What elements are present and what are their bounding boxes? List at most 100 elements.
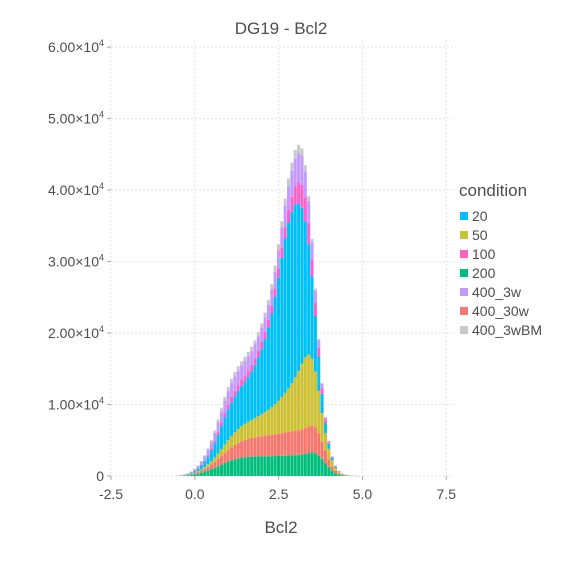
bar-100-21 <box>247 370 250 376</box>
bar-20-31 <box>280 258 283 397</box>
bar-400_3w-3 <box>186 473 189 474</box>
bar-200-40 <box>311 452 314 476</box>
bar-50-10 <box>210 461 213 464</box>
bar-20-39 <box>307 244 310 354</box>
bar-400_3w-45 <box>327 441 330 442</box>
bar-100-8 <box>203 460 206 461</box>
bar-20-40 <box>311 277 314 359</box>
y-axis: 01.00×1042.00×1043.00×1044.00×1045.00×10… <box>48 38 111 484</box>
x-tick-label-4: 7.5 <box>437 486 457 502</box>
bar-200-12 <box>217 466 220 476</box>
bar-50-6 <box>197 471 200 472</box>
x-tick-label-2: 2.5 <box>269 486 289 502</box>
legend-label-400_3w: 400_3w <box>472 284 522 300</box>
bar-400_3w-31 <box>280 228 283 247</box>
bar-50-5 <box>193 473 196 474</box>
bar-100-16 <box>230 397 233 402</box>
bar-200-47 <box>334 473 337 476</box>
bar-400_3wBM-14 <box>223 397 226 401</box>
bar-400_30w-20 <box>243 440 246 457</box>
bar-400_3wBM-38 <box>304 165 307 171</box>
bar-100-36 <box>297 182 300 203</box>
bar-400_3w-39 <box>307 201 310 223</box>
y-tick-label-0: 0 <box>96 468 104 484</box>
bar-400_30w-46 <box>331 466 334 471</box>
bar-50-49 <box>341 474 344 475</box>
bar-100-7 <box>200 465 203 466</box>
bar-50-25 <box>260 414 263 436</box>
bar-400_3w-24 <box>257 337 260 351</box>
bar-400_3wBM-7 <box>200 461 203 462</box>
bar-400_3wBM-9 <box>207 448 210 449</box>
bar-400_30w-47 <box>334 471 337 474</box>
bar-200-23 <box>254 457 257 476</box>
bar-400_3wBM-36 <box>297 145 300 153</box>
bar-200-46 <box>331 471 334 476</box>
bar-400_3wBM-13 <box>220 408 223 411</box>
bar-400_3w-40 <box>311 242 314 259</box>
bar-100-37 <box>300 185 303 208</box>
bar-200-18 <box>237 458 240 476</box>
bar-400_3wBM-10 <box>210 440 213 442</box>
bar-400_30w-44 <box>324 451 327 463</box>
legend-label-200: 200 <box>472 265 496 281</box>
bar-200-26 <box>264 456 267 476</box>
y-tick-label-4: 4.00×104 <box>48 181 104 198</box>
bar-400_30w-39 <box>307 427 310 453</box>
bar-200-16 <box>230 460 233 476</box>
bar-100-27 <box>267 320 270 328</box>
bar-400_3w-42 <box>317 340 320 348</box>
legend: condition 2050100200400_3w400_30w400_3wB… <box>459 181 542 338</box>
bar-400_3wBM-27 <box>267 300 270 305</box>
bar-400_30w-6 <box>197 472 200 474</box>
bar-50-12 <box>217 454 220 459</box>
bar-100-26 <box>264 332 267 339</box>
bar-20-24 <box>257 358 260 417</box>
bar-20-15 <box>227 409 230 440</box>
bar-400_3wBM-18 <box>237 366 240 370</box>
bar-200-43 <box>321 459 324 476</box>
bar-200-37 <box>300 455 303 476</box>
bar-200-36 <box>297 455 300 476</box>
y-tick-label-5: 5.00×104 <box>48 110 104 127</box>
y-tick-label-1: 1.00×104 <box>48 396 104 413</box>
bar-200-9 <box>207 470 210 476</box>
bar-400_3w-5 <box>193 469 196 470</box>
bar-400_3w-35 <box>294 159 297 187</box>
bar-200-42 <box>317 455 320 476</box>
bar-400_3w-23 <box>254 344 257 358</box>
bar-200-32 <box>284 456 287 476</box>
bar-50-14 <box>223 445 226 453</box>
bar-400_30w-25 <box>260 436 263 456</box>
bar-400_30w-42 <box>317 433 320 455</box>
legend-label-400_3wBM: 400_3wBM <box>472 322 542 338</box>
bar-50-9 <box>207 464 210 466</box>
bar-400_30w-24 <box>257 437 260 457</box>
bar-100-6 <box>197 468 200 469</box>
bar-20-48 <box>337 471 340 472</box>
legend-label-100: 100 <box>472 246 496 262</box>
bar-50-36 <box>297 371 300 430</box>
bar-100-22 <box>250 365 253 372</box>
bar-50-22 <box>250 420 253 438</box>
bar-400_30w-4 <box>190 474 193 475</box>
bar-20-6 <box>197 469 200 472</box>
bar-400_3wBM-25 <box>260 323 263 327</box>
bar-100-24 <box>257 351 260 358</box>
bar-400_3wBM-23 <box>254 340 257 344</box>
bar-100-44 <box>324 420 327 423</box>
bar-50-13 <box>220 449 223 456</box>
bar-400_3wBM-41 <box>314 289 317 291</box>
bar-200-5 <box>193 474 196 476</box>
bar-400_3w-7 <box>200 462 203 465</box>
bar-400_30w-11 <box>213 462 216 468</box>
bar-400_3w-33 <box>287 186 290 209</box>
bar-400_3wBM-24 <box>257 332 260 336</box>
legend-swatch-200 <box>460 269 468 277</box>
bar-100-28 <box>270 305 273 313</box>
bar-400_3w-37 <box>300 156 303 185</box>
bar-200-4 <box>190 475 193 476</box>
bar-400_30w-13 <box>220 456 223 465</box>
bar-50-7 <box>200 469 203 470</box>
bar-20-8 <box>203 461 206 467</box>
